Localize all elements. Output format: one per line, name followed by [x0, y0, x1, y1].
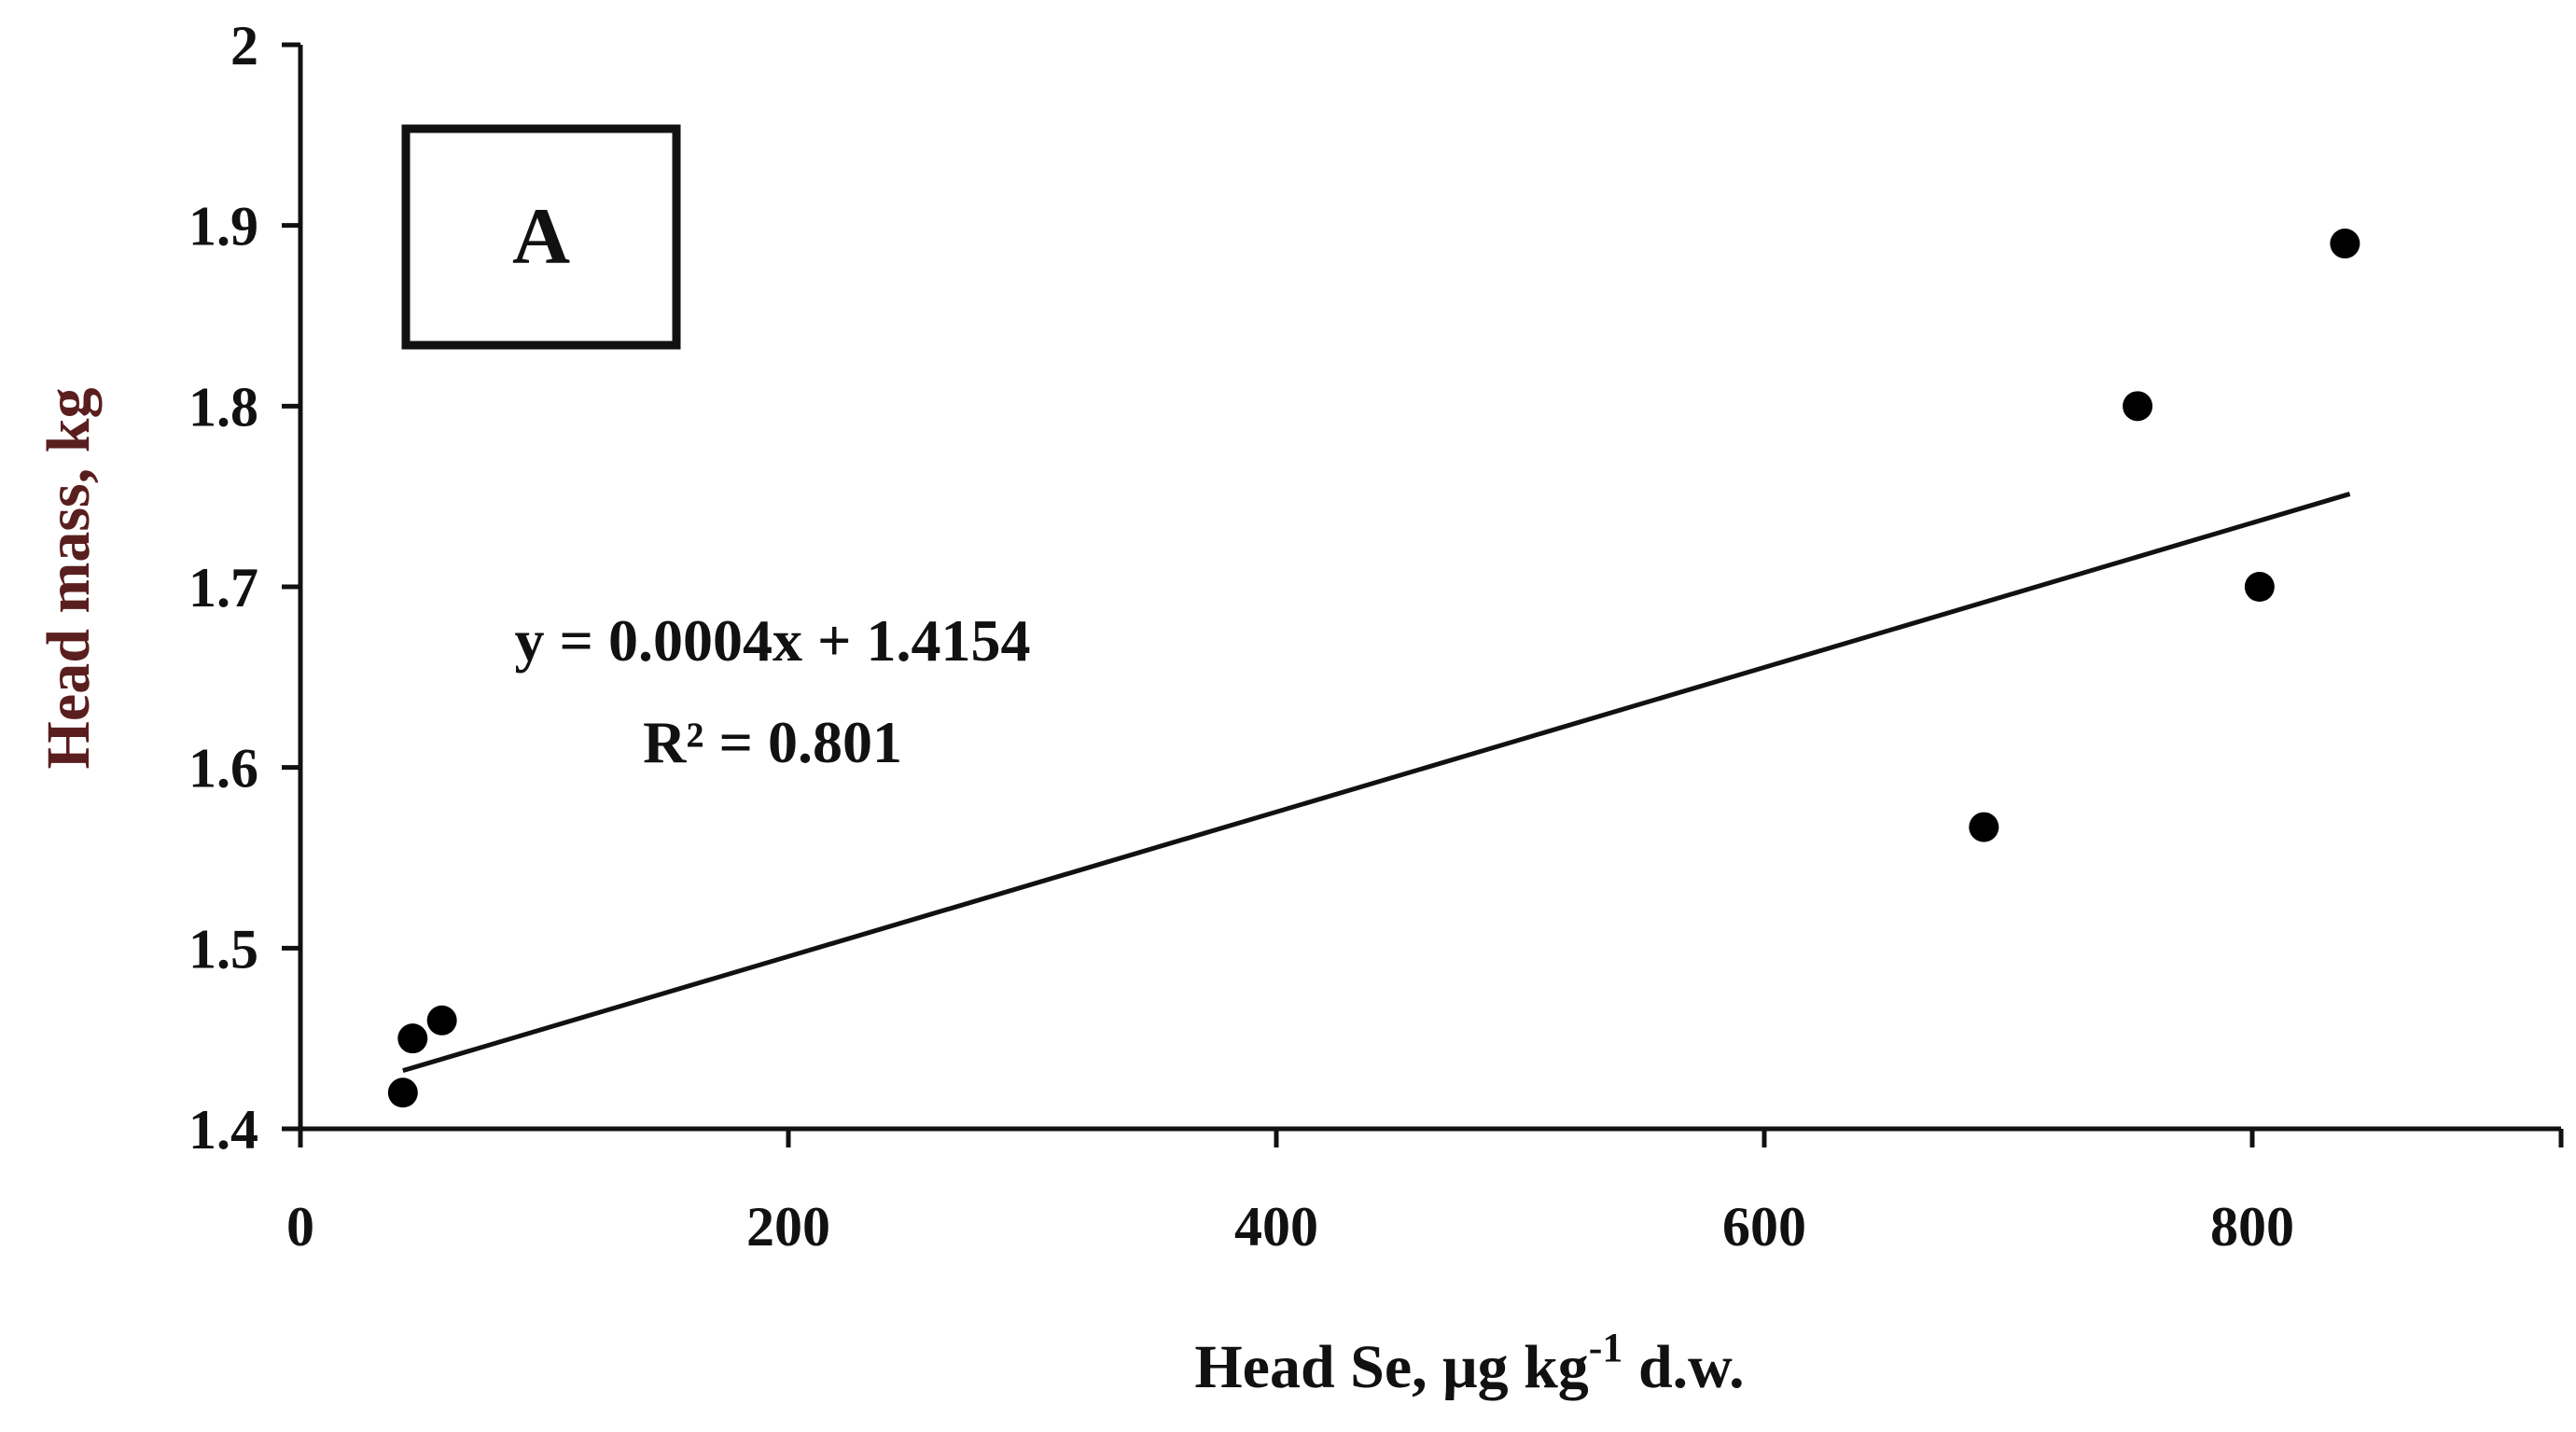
- x-axis-label-tail: d.w.: [1622, 1333, 1744, 1401]
- trendline-r-squared: R² = 0.801: [643, 709, 902, 775]
- data-point: [426, 1005, 457, 1036]
- x-axis-label-main: Head Se, μg kg: [1194, 1333, 1588, 1401]
- y-tick-label: 1.9: [188, 196, 258, 257]
- panel-label: A: [401, 124, 681, 350]
- x-tick-label: 600: [1722, 1196, 1806, 1258]
- trendline-equation: y = 0.0004x + 1.4154: [515, 607, 1031, 674]
- x-tick-label: 400: [1234, 1196, 1318, 1258]
- y-axis-label: Head mass, kg: [35, 388, 103, 770]
- trendline: [402, 492, 2351, 1074]
- panel-label-text: A: [512, 191, 570, 281]
- data-point: [2123, 391, 2153, 422]
- x-axis-label: Head Se, μg kg-1 d.w.: [1194, 1325, 1744, 1401]
- y-tick-label: 1.8: [188, 376, 258, 438]
- y-ticks: 1.4 1.5 1.6 1.7 1.8 1.9 2: [188, 15, 300, 1161]
- data-point: [2244, 572, 2275, 602]
- y-tick-label: 1.4: [188, 1099, 258, 1161]
- x-axis-label-sup: -1: [1589, 1325, 1623, 1370]
- data-point: [397, 1023, 428, 1054]
- y-tick-label: 1.6: [188, 738, 258, 799]
- data-point: [1969, 812, 1999, 842]
- data-point: [2330, 229, 2360, 259]
- x-ticks: 0 200 400 600 800: [286, 1129, 2564, 1258]
- x-tick-label: 200: [746, 1196, 830, 1258]
- panel-label-box: [401, 124, 681, 350]
- trendline-group: [402, 492, 2351, 1074]
- x-tick-label: 0: [286, 1196, 314, 1258]
- data-point: [387, 1077, 418, 1108]
- axes: [298, 45, 2561, 1132]
- x-tick-label: 800: [2210, 1196, 2294, 1258]
- y-tick-label: 1.7: [188, 557, 258, 619]
- y-tick-label: 1.5: [188, 918, 258, 980]
- y-tick-label: 2: [230, 15, 258, 76]
- data-points: [387, 229, 2360, 1108]
